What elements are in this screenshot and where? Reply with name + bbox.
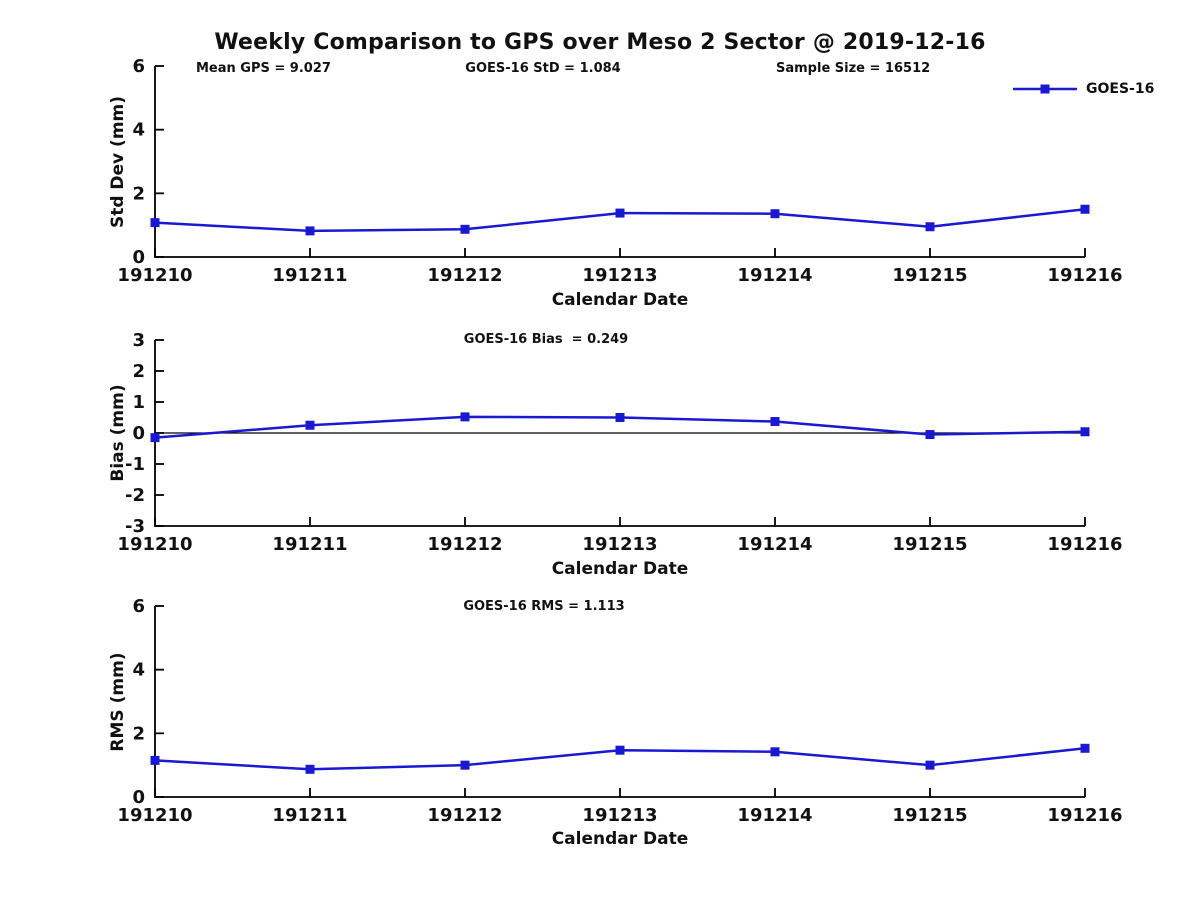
y-tick-label: 0: [132, 787, 145, 808]
data-point-marker: [305, 764, 315, 774]
y-tick-label: 1: [132, 392, 145, 413]
x-tick-label: 191213: [582, 265, 657, 286]
legend-line-marker-icon: [1013, 84, 1077, 94]
y-axis-label-rms: RMS (mm): [108, 652, 128, 752]
y-tick-label: 2: [132, 183, 145, 204]
data-point-marker: [1080, 427, 1090, 437]
y-tick-label: 0: [132, 247, 145, 268]
x-tick-label: 191212: [427, 265, 502, 286]
x-tick-label: 191216: [1047, 805, 1122, 826]
y-axis-label-stddev: Std Dev (mm): [108, 95, 128, 229]
chart-title: Weekly Comparison to GPS over Meso 2 Sec…: [214, 30, 986, 55]
data-point-marker: [150, 433, 160, 443]
annotation-goes16-rms: GOES-16 RMS = 1.113: [463, 599, 625, 614]
x-tick-label: 191214: [737, 805, 812, 826]
x-axis-label-calendar-date-1: Calendar Date: [551, 290, 689, 310]
x-tick-label: 191215: [892, 534, 967, 555]
data-point-marker: [305, 420, 315, 430]
data-point-marker: [615, 208, 625, 218]
annotation-mean-gps: Mean GPS = 9.027: [196, 61, 331, 76]
data-point-marker: [150, 755, 160, 765]
x-tick-label: 191212: [427, 534, 502, 555]
legend: GOES-16: [1012, 81, 1154, 97]
x-tick-label: 191210: [117, 534, 192, 555]
y-tick-label: 4: [132, 660, 145, 681]
data-point-marker: [305, 226, 315, 236]
data-point-marker: [770, 747, 780, 757]
x-tick-label: 191215: [892, 265, 967, 286]
x-tick-label: 191210: [117, 805, 192, 826]
x-tick-label: 191214: [737, 534, 812, 555]
x-axis-label-calendar-date-2: Calendar Date: [551, 559, 689, 579]
data-point-marker: [925, 222, 935, 232]
x-tick-label: 191216: [1047, 534, 1122, 555]
axis-spine: [154, 66, 1085, 258]
data-point-marker: [460, 412, 470, 422]
y-tick-label: -3: [125, 516, 145, 537]
y-tick-label: -2: [125, 485, 145, 506]
data-point-marker: [460, 760, 470, 770]
y-tick-label: 6: [132, 596, 145, 617]
y-tick-label: 0: [132, 423, 145, 444]
x-tick-label: 191210: [117, 265, 192, 286]
annotation-goes16-bias: GOES-16 Bias = 0.249: [463, 332, 629, 347]
data-point-marker: [615, 413, 625, 422]
x-axis-label-calendar-date-3: Calendar Date: [551, 829, 689, 849]
data-point-marker: [1080, 743, 1090, 753]
data-point-marker: [1080, 204, 1090, 214]
x-tick-label: 191215: [892, 805, 967, 826]
x-tick-label: 191216: [1047, 265, 1122, 286]
x-tick-label: 191214: [737, 265, 812, 286]
x-tick-label: 191213: [582, 534, 657, 555]
y-tick-label: 3: [132, 330, 145, 351]
data-point-marker: [925, 430, 935, 440]
data-point-marker: [925, 760, 935, 770]
data-point-marker: [150, 218, 160, 228]
y-tick-label: -1: [125, 454, 145, 475]
legend-label: GOES-16: [1086, 81, 1155, 97]
data-point-marker: [770, 209, 780, 219]
x-tick-label: 191211: [272, 265, 347, 286]
y-tick-label: 2: [132, 723, 145, 744]
x-tick-label: 191211: [272, 534, 347, 555]
annotation-sample-size: Sample Size = 16512: [776, 61, 931, 76]
y-axis-label-bias: Bias (mm): [108, 384, 128, 482]
y-tick-label: 4: [132, 120, 145, 141]
x-tick-label: 191212: [427, 805, 502, 826]
y-tick-label: 6: [132, 56, 145, 77]
annotation-goes16-std: GOES-16 StD = 1.084: [465, 61, 621, 76]
data-point-marker: [615, 745, 625, 755]
data-point-marker: [460, 224, 470, 234]
x-tick-label: 191213: [582, 805, 657, 826]
data-point-marker: [770, 417, 780, 427]
y-tick-label: 2: [132, 361, 145, 382]
x-tick-label: 191211: [272, 805, 347, 826]
